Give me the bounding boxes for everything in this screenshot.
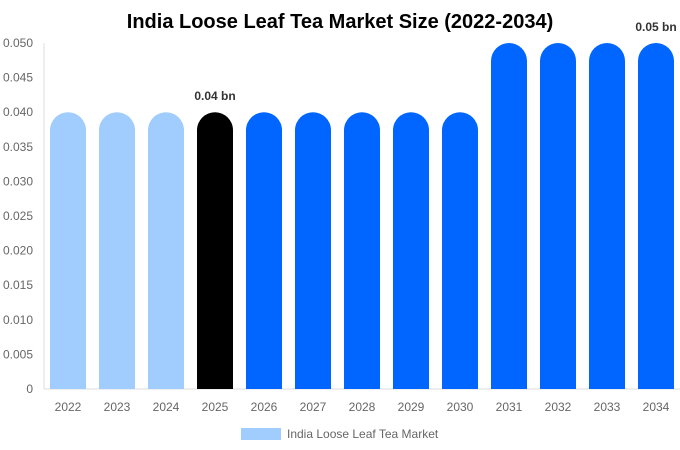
chart-title: India Loose Leaf Tea Market Size (2022-2… bbox=[127, 11, 553, 33]
bar-2026[interactable] bbox=[246, 112, 282, 389]
bar-2033[interactable] bbox=[589, 43, 625, 389]
y-tick-label: 0.035 bbox=[3, 140, 33, 154]
legend-swatch bbox=[241, 428, 281, 440]
y-tick-label: 0.030 bbox=[3, 174, 33, 188]
x-tick-label: 2034 bbox=[643, 400, 670, 414]
x-tick-label: 2028 bbox=[349, 400, 376, 414]
y-tick-label: 0.020 bbox=[3, 244, 33, 258]
bar-2031[interactable] bbox=[491, 43, 527, 389]
y-tick-label: 0.025 bbox=[3, 209, 33, 223]
bar-2027[interactable] bbox=[295, 112, 331, 389]
bar-2034[interactable] bbox=[638, 43, 674, 389]
x-tick-label: 2027 bbox=[300, 400, 327, 414]
x-tick-label: 2023 bbox=[104, 400, 131, 414]
x-tick-label: 2029 bbox=[398, 400, 425, 414]
y-tick-label: 0 bbox=[26, 382, 33, 396]
y-tick-label: 0.045 bbox=[3, 71, 33, 85]
bar-2030[interactable] bbox=[442, 112, 478, 389]
x-tick-label: 2025 bbox=[202, 400, 229, 414]
bar-2024[interactable] bbox=[148, 112, 184, 389]
x-tick-label: 2022 bbox=[55, 400, 82, 414]
x-tick-label: 2032 bbox=[545, 400, 572, 414]
y-tick-label: 0.040 bbox=[3, 105, 33, 119]
legend-label: India Loose Leaf Tea Market bbox=[287, 427, 439, 441]
bars bbox=[50, 43, 674, 389]
data-label: 0.04 bn bbox=[194, 89, 235, 103]
x-tick-label: 2033 bbox=[594, 400, 621, 414]
x-tick-label: 2026 bbox=[251, 400, 278, 414]
bar-2025[interactable] bbox=[197, 112, 233, 389]
bar-2028[interactable] bbox=[344, 112, 380, 389]
bar-2023[interactable] bbox=[99, 112, 135, 389]
bar-2032[interactable] bbox=[540, 43, 576, 389]
data-labels: 0.04 bn 0.05 bn bbox=[194, 20, 676, 103]
y-ticks: 0 0.005 0.010 0.015 0.020 0.025 0.030 0.035 0.04… bbox=[3, 36, 33, 396]
x-tick-label: 2024 bbox=[153, 400, 180, 414]
y-tick-label: 0.015 bbox=[3, 278, 33, 292]
x-tick-label: 2030 bbox=[447, 400, 474, 414]
bar-2022[interactable] bbox=[50, 112, 86, 389]
bar-2029[interactable] bbox=[393, 112, 429, 389]
y-tick-label: 0.005 bbox=[3, 347, 33, 361]
legend[interactable]: India Loose Leaf Tea Market bbox=[241, 427, 439, 441]
x-ticks: 2022 2023 2024 2025 2026 2027 2028 2029 2030 2031… bbox=[55, 400, 670, 414]
data-label: 0.05 bn bbox=[635, 20, 676, 34]
y-tick-label: 0.010 bbox=[3, 313, 33, 327]
y-tick-label: 0.050 bbox=[3, 36, 33, 50]
x-tick-label: 2031 bbox=[496, 400, 523, 414]
